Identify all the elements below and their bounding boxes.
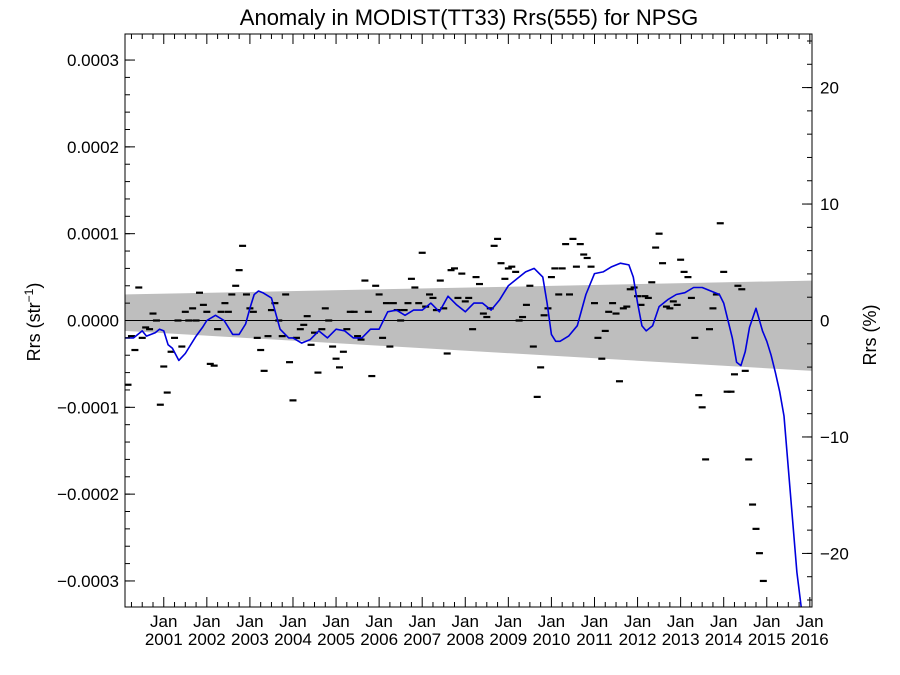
y2-axis-label: Rrs (%) — [860, 305, 880, 366]
y2-tick-label: −20 — [820, 544, 849, 563]
y-axis-ticks: 0.0003 0.0002 0.0001 0.0000 −0.0001 −0.0002 −0… — [57, 51, 135, 591]
x-tick-month-label: Jan — [365, 612, 392, 631]
x-tick-month-label: Jan — [753, 612, 780, 631]
y2-tick-label: −10 — [820, 428, 849, 447]
smoothed-anomaly-line-layer — [125, 262, 803, 607]
x-tick-year-label: 2001 — [145, 630, 183, 649]
x-tick-month-label: Jan — [624, 612, 651, 631]
y-tick-label: 0.0003 — [67, 51, 119, 70]
x-tick-year-label: 2015 — [748, 630, 786, 649]
x-tick-year-label: 2009 — [489, 630, 527, 649]
x-tick-month-label: Jan — [667, 612, 694, 631]
x-tick-year-label: 2014 — [705, 630, 743, 649]
x-tick-year-label: 2005 — [317, 630, 355, 649]
x-tick-year-label: 2010 — [532, 630, 570, 649]
y-tick-label: −0.0002 — [57, 485, 119, 504]
y2-tick-label: 20 — [820, 79, 839, 98]
x-tick-year-label: 2011 — [576, 630, 613, 649]
x-tick-year-label: 2013 — [662, 630, 700, 649]
x-tick-year-label: 2007 — [403, 630, 441, 649]
x-tick-month-label: Jan — [279, 612, 306, 631]
y-tick-label: 0.0002 — [67, 138, 119, 157]
x-tick-month-label: Jan — [538, 612, 565, 631]
x-tick-month-label: Jan — [710, 612, 737, 631]
x-tick-month-label: Jan — [236, 612, 263, 631]
y2-tick-label: 10 — [820, 195, 839, 214]
uncertainty-band-layer — [125, 280, 812, 371]
x-tick-year-label: 2016 — [791, 630, 829, 649]
y-axis-label-exponent: −1 — [22, 288, 36, 302]
y2-tick-label: 0 — [820, 312, 829, 331]
uncertainty-band — [125, 280, 812, 371]
y-axis-label: Rrs (str−1) — [22, 283, 44, 362]
x-tick-year-label: 2003 — [231, 630, 269, 649]
y-tick-label: −0.0001 — [57, 398, 119, 417]
x-tick-month-label: Jan — [452, 612, 479, 631]
y-tick-label: 0.0000 — [67, 312, 119, 331]
x-tick-year-label: 2012 — [619, 630, 657, 649]
x-tick-month-label: Jan — [322, 612, 349, 631]
x-axis-ticks: Jan2001Jan2002Jan2003Jan2004Jan2005Jan20… — [130, 34, 829, 649]
y-tick-label: −0.0003 — [57, 572, 119, 591]
y2-axis-ticks: 20 10 0 −10 −20 — [802, 40, 849, 601]
chart-title: Anomaly in MODIST(TT33) Rrs(555) for NPS… — [240, 5, 698, 30]
x-tick-month-label: Jan — [193, 612, 220, 631]
y-tick-label: 0.0001 — [67, 225, 119, 244]
x-tick-year-label: 2008 — [446, 630, 484, 649]
x-tick-month-label: Jan — [408, 612, 435, 631]
x-tick-month-label: Jan — [796, 612, 823, 631]
x-tick-month-label: Jan — [150, 612, 177, 631]
y-axis-label-main: Rrs (str — [24, 302, 44, 361]
x-tick-month-label: Jan — [581, 612, 608, 631]
x-tick-month-label: Jan — [495, 612, 522, 631]
smoothed-anomaly-line — [125, 262, 803, 607]
x-tick-year-label: 2002 — [188, 630, 226, 649]
x-tick-year-label: 2004 — [274, 630, 312, 649]
y-axis-label-close: ) — [24, 283, 44, 289]
x-tick-year-label: 2006 — [360, 630, 398, 649]
monthly-anomaly-points — [125, 222, 767, 583]
